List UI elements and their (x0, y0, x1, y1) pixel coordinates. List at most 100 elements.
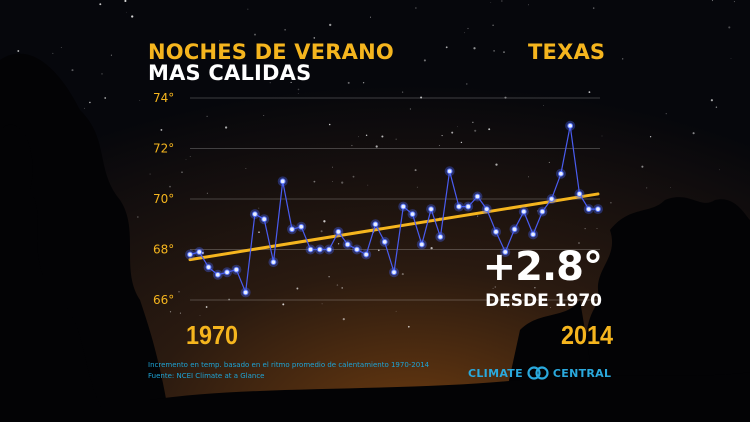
star (622, 58, 624, 60)
star (199, 315, 201, 316)
star (89, 101, 91, 104)
star (290, 81, 292, 83)
star (297, 93, 299, 94)
star (692, 132, 695, 135)
data-point (307, 246, 314, 253)
star (297, 88, 300, 91)
data-point (428, 206, 434, 213)
star (472, 121, 474, 123)
star (178, 291, 180, 293)
logo-text-left: CLIMATE (468, 366, 523, 380)
star (420, 96, 423, 99)
data-point (205, 264, 212, 271)
star (438, 145, 440, 146)
data-point (372, 221, 379, 228)
star (124, 0, 127, 3)
star (401, 91, 404, 93)
star (665, 113, 667, 115)
data-point (585, 206, 592, 213)
data-point (530, 231, 536, 238)
star (548, 161, 550, 163)
star (610, 201, 612, 204)
star (527, 4, 529, 6)
star (457, 126, 458, 128)
star (52, 52, 54, 54)
star (503, 51, 505, 53)
data-point (344, 241, 351, 248)
footnote-method: Incremento en temp. basado en el ritmo p… (148, 361, 430, 369)
data-point (261, 216, 268, 223)
star (407, 325, 410, 328)
data-point (483, 206, 490, 213)
star (369, 16, 372, 18)
star (473, 47, 476, 50)
star (346, 50, 348, 53)
star (493, 49, 496, 52)
star (710, 99, 713, 102)
star (284, 29, 286, 31)
star (179, 312, 181, 314)
star (537, 210, 539, 212)
star (730, 58, 732, 60)
star (258, 231, 260, 233)
star (258, 207, 260, 209)
data-point (270, 259, 277, 266)
star (365, 134, 368, 137)
star (101, 73, 103, 75)
data-point (595, 206, 601, 213)
star (189, 156, 191, 157)
star (646, 187, 648, 189)
star (395, 310, 397, 312)
star (263, 115, 265, 116)
star (341, 287, 344, 289)
data-point (279, 178, 286, 185)
star (228, 298, 230, 301)
star (460, 141, 463, 144)
data-point (252, 211, 258, 218)
star (596, 228, 598, 229)
trend-line (188, 192, 600, 262)
data-point (326, 246, 332, 253)
chart-title-line2: MAS CALIDAS (148, 61, 312, 85)
star (543, 105, 545, 106)
star (328, 123, 331, 126)
data-point (187, 251, 193, 258)
star (17, 50, 20, 52)
change-value: +2.8° (482, 244, 603, 290)
star (584, 228, 586, 230)
data-point (400, 203, 407, 210)
star (169, 185, 171, 188)
star (504, 96, 507, 99)
star (71, 69, 74, 72)
data-point (316, 246, 323, 253)
star (110, 54, 112, 56)
star (358, 136, 359, 138)
star (185, 159, 187, 160)
star (409, 108, 411, 110)
star (490, 2, 492, 3)
y-tick-label: 68° (153, 243, 174, 257)
star (341, 181, 344, 184)
star (466, 83, 468, 85)
data-point (446, 168, 453, 175)
y-tick-label: 70° (153, 192, 174, 206)
star (84, 107, 85, 109)
star (220, 329, 222, 330)
star (104, 97, 107, 99)
star (205, 306, 208, 308)
change-since-label: DESDE 1970 (485, 291, 602, 311)
star (206, 115, 208, 117)
data-point (558, 170, 564, 177)
data-point (242, 289, 249, 296)
star (467, 27, 469, 30)
star (224, 126, 228, 129)
y-tick-label: 74° (153, 91, 174, 105)
star (441, 135, 443, 137)
data-point (381, 239, 388, 245)
star (99, 3, 102, 6)
star (488, 128, 491, 131)
star (728, 26, 731, 29)
data-point (539, 208, 546, 215)
